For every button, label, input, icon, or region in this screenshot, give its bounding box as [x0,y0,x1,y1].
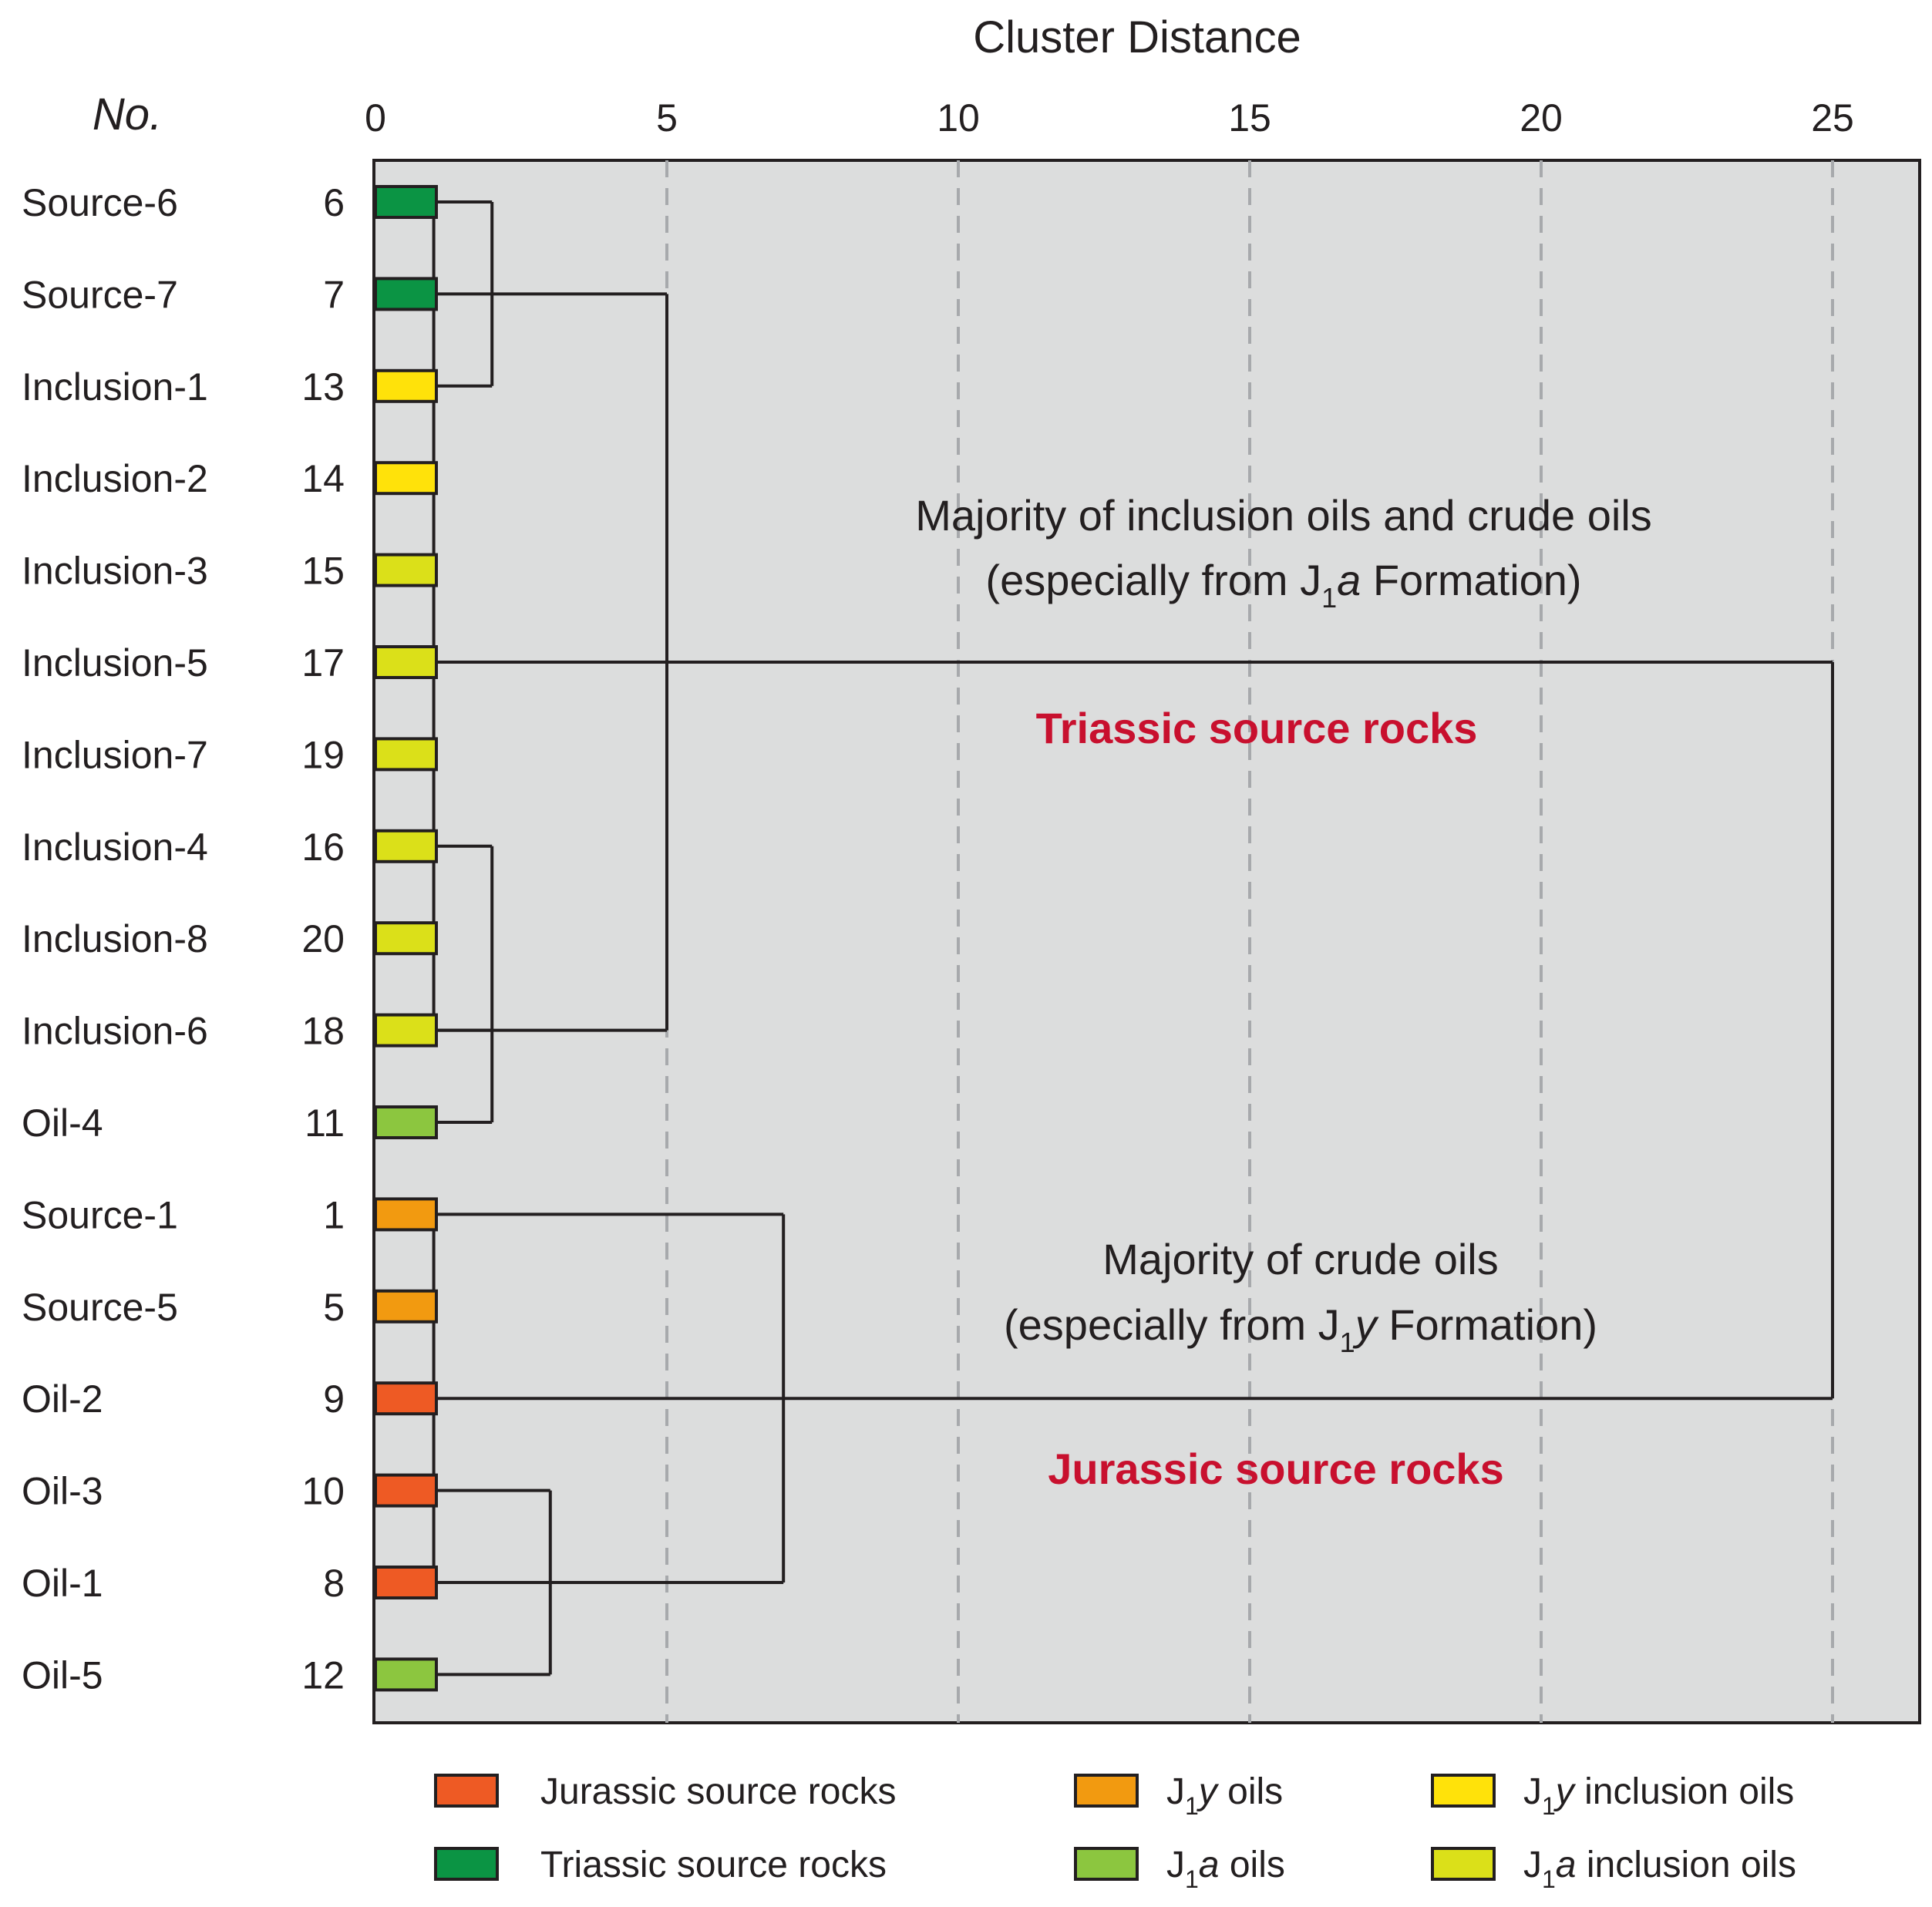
leaf-label: Inclusion-5 [22,641,208,684]
x-tick-label: 10 [937,96,980,140]
legend-swatch-triassic_source [434,1847,499,1881]
legend-label-jurassic_source: Jurassic source rocks [540,1771,896,1812]
leaf-label: Inclusion-6 [22,1010,208,1053]
leaf-label: Inclusion-4 [22,826,208,869]
upper-cluster-note: Majority of inclusion oils and crude oil… [915,491,1652,540]
leaf-marker-18 [374,1013,438,1048]
leaf-label: Oil-2 [22,1377,103,1421]
leaf-marker-10 [374,1473,438,1508]
leaf-marker-5 [374,1289,438,1323]
legend-label-j1y_inclusion: J1y inclusion oils [1523,1771,1794,1820]
leaf-number: 11 [305,1101,345,1145]
leaf-label: Inclusion-8 [22,917,208,960]
leaf-marker-1 [374,1197,438,1232]
leaf-labels: Source-6 6 Source-7 7 Inclusion-1 13 Inclusion… [22,181,345,1697]
plot-area [372,159,1921,1724]
leaf-marker-17 [374,645,438,679]
leaf-number: 16 [301,826,345,869]
leaf-number: 1 [323,1193,345,1236]
leaf-number: 10 [301,1470,345,1513]
x-tick-label: 15 [1228,96,1271,140]
leaf-marker-19 [374,737,438,772]
leaf-number: 8 [323,1562,345,1605]
lower-cluster-formation-note: (especially from J1y Formation) [1004,1300,1597,1358]
leaf-label: Source-7 [22,273,178,316]
legend-label-triassic_source: Triassic source rocks [540,1845,887,1885]
row-number-header: No. [93,89,162,140]
leaf-number: 18 [301,1010,345,1053]
lower-cluster-note: Majority of crude oils [1102,1235,1499,1283]
x-tick-label: 25 [1811,96,1854,140]
leaf-label: Oil-3 [22,1470,103,1513]
leaf-label: Inclusion-2 [22,457,208,500]
leaf-marker-11 [374,1105,438,1139]
leaf-number: 14 [301,457,345,500]
leaf-markers [374,185,438,1692]
leaf-marker-13 [374,368,438,403]
leaf-marker-9 [374,1381,438,1416]
leaf-number: 5 [323,1286,345,1329]
leaf-marker-7 [374,277,438,311]
legend-swatch-j1y_oil [1074,1774,1139,1808]
leaf-label: Oil-5 [22,1653,103,1697]
leaf-label: Inclusion-1 [22,365,208,409]
jurassic-cluster-label: Jurassic source rocks [1048,1445,1503,1493]
leaf-marker-12 [374,1657,438,1692]
legend-label-j1y_oil: J1y oils [1166,1771,1283,1820]
leaf-label: Source-1 [22,1193,178,1236]
legend-swatch-j1a_oil [1074,1847,1139,1881]
leaf-number: 6 [323,181,345,224]
legend-label-j1a_oil: J1a oils [1166,1845,1285,1893]
leaf-number: 9 [323,1377,345,1421]
leaf-number: 15 [301,550,345,593]
leaf-label: Source-5 [22,1286,178,1329]
leaf-number: 19 [301,733,345,776]
x-tick-label: 20 [1520,96,1563,140]
leaf-label: Oil-4 [22,1101,103,1145]
legend-swatch-j1y_inclusion [1431,1774,1496,1808]
x-axis-ticks: 0 5 10 15 20 25 [365,96,1854,140]
leaf-label: Source-6 [22,181,178,224]
leaf-label: Inclusion-7 [22,733,208,776]
triassic-cluster-label: Triassic source rocks [1036,704,1478,752]
leaf-number: 7 [323,273,345,316]
leaf-number: 17 [301,641,345,684]
leaf-number: 12 [301,1653,345,1697]
chart-title: Cluster Distance [973,12,1301,62]
leaf-marker-14 [374,461,438,496]
leaf-marker-8 [374,1566,438,1599]
legend: Jurassic source rocks J1y oils J1y inclusi… [434,1771,1796,1893]
leaf-marker-20 [374,921,438,956]
leaf-label: Oil-1 [22,1562,103,1605]
leaf-number: 13 [301,365,345,409]
leaf-marker-16 [374,829,438,863]
x-tick-label: 0 [365,96,386,140]
leaf-marker-15 [374,553,438,587]
leaf-marker-6 [374,185,438,219]
legend-swatch-jurassic_source [434,1774,499,1808]
legend-label-j1a_inclusion: J1a inclusion oils [1523,1845,1796,1893]
upper-cluster-formation-note: (especially from J1a Formation) [985,556,1581,614]
legend-swatch-j1a_inclusion [1431,1847,1496,1881]
x-tick-label: 5 [656,96,678,140]
leaf-label: Inclusion-3 [22,550,208,593]
leaf-number: 20 [301,917,345,960]
